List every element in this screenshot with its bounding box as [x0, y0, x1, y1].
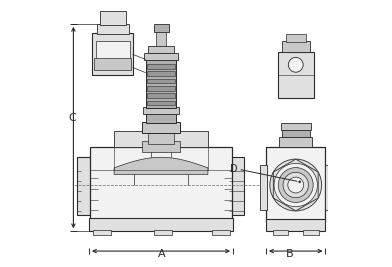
Bar	[147, 93, 175, 98]
Text: D: D	[230, 164, 238, 174]
Bar	[303, 230, 319, 235]
Circle shape	[288, 177, 304, 193]
Bar	[325, 165, 331, 210]
Bar	[147, 86, 175, 91]
Circle shape	[299, 181, 301, 183]
Bar	[148, 45, 174, 53]
Bar	[100, 11, 126, 25]
Bar	[286, 34, 306, 42]
Circle shape	[283, 172, 309, 198]
Text: C: C	[69, 113, 76, 123]
Bar	[92, 33, 132, 75]
Bar	[147, 101, 175, 105]
Text: B: B	[286, 249, 294, 259]
Bar	[77, 157, 96, 215]
Circle shape	[289, 57, 303, 72]
Bar	[272, 230, 289, 235]
Bar	[154, 230, 172, 235]
Bar	[148, 134, 174, 144]
Bar	[212, 230, 230, 235]
Bar	[114, 131, 208, 147]
Bar	[281, 123, 311, 129]
Bar	[146, 60, 176, 108]
Bar	[225, 157, 243, 215]
Bar	[97, 24, 129, 34]
Bar	[147, 78, 175, 83]
Text: A: A	[158, 249, 165, 259]
Bar	[260, 165, 267, 210]
Bar	[142, 121, 180, 134]
Polygon shape	[273, 159, 318, 211]
Bar	[154, 24, 169, 32]
Bar	[90, 147, 232, 221]
Bar	[278, 52, 314, 98]
Bar	[282, 129, 310, 138]
Bar	[143, 107, 179, 114]
Circle shape	[270, 159, 322, 211]
Bar	[145, 53, 178, 60]
Bar	[266, 147, 325, 221]
Bar	[147, 71, 175, 76]
Bar	[89, 218, 233, 231]
Circle shape	[278, 168, 313, 202]
Bar	[279, 138, 312, 147]
Circle shape	[274, 163, 318, 207]
Bar	[147, 64, 175, 69]
Bar	[93, 230, 111, 235]
Bar	[146, 114, 176, 123]
Bar	[96, 41, 130, 60]
Bar	[94, 58, 131, 70]
Polygon shape	[114, 157, 208, 174]
Bar	[156, 30, 167, 45]
Bar	[266, 219, 325, 231]
Bar	[142, 142, 180, 152]
Bar	[282, 41, 310, 52]
